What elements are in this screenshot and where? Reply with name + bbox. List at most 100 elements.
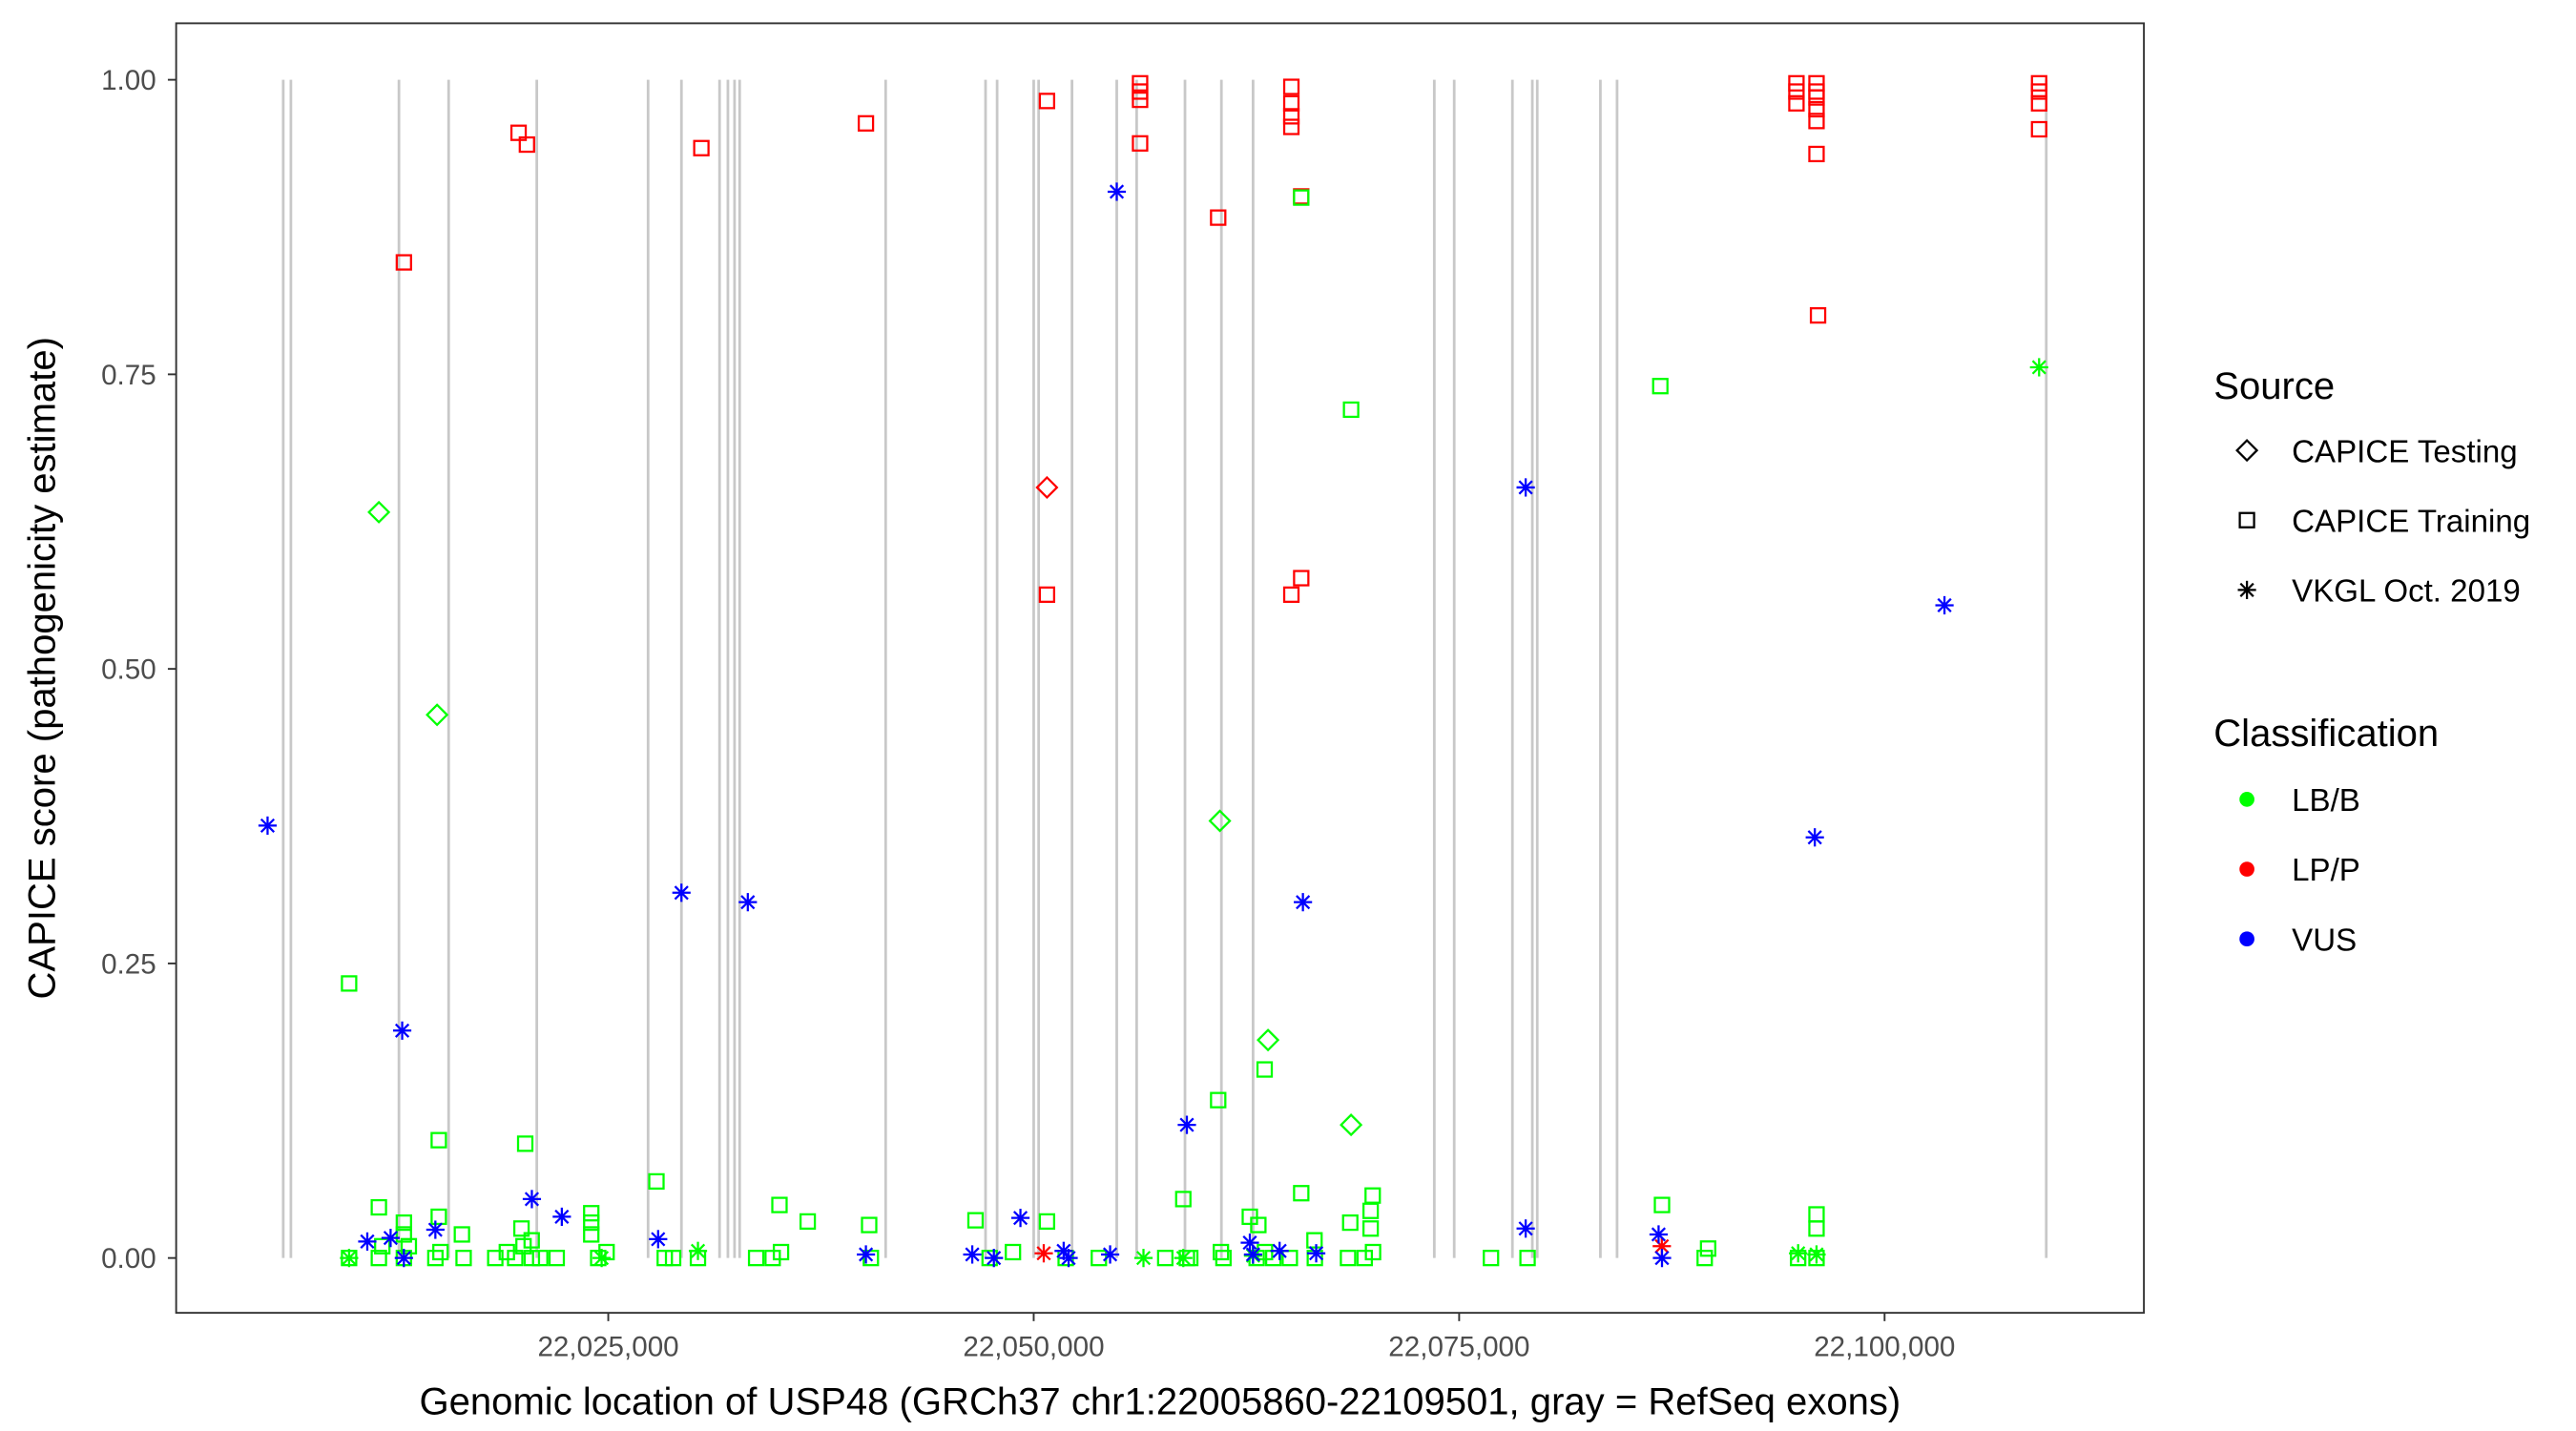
data-point-square bbox=[656, 1250, 674, 1267]
data-point-square bbox=[1699, 1240, 1716, 1257]
data-point-square bbox=[693, 139, 710, 156]
data-point-square bbox=[395, 254, 412, 271]
data-point-square bbox=[664, 1250, 682, 1267]
data-point-square bbox=[1362, 1220, 1380, 1237]
data-point-square bbox=[1653, 1196, 1671, 1213]
data-point-square bbox=[1808, 100, 1825, 118]
data-point-square bbox=[2030, 74, 2047, 92]
data-point-asterisk bbox=[1133, 1249, 1153, 1268]
y-tick-label: 0.75 bbox=[101, 360, 156, 391]
data-point-asterisk bbox=[1306, 1244, 1326, 1263]
data-point-asterisk bbox=[258, 816, 278, 835]
data-point-square bbox=[2030, 83, 2047, 100]
data-point-square bbox=[1342, 401, 1360, 419]
data-point-square bbox=[426, 1250, 444, 1267]
data-point-square bbox=[507, 1250, 524, 1267]
data-point-square bbox=[1256, 1061, 1274, 1078]
data-point-asterisk bbox=[392, 1021, 412, 1040]
data-point-square bbox=[1293, 189, 1310, 206]
legend-source-label: CAPICE Testing bbox=[2292, 434, 2518, 469]
data-point-square bbox=[648, 1172, 665, 1191]
data-point-square bbox=[771, 1196, 788, 1213]
data-point-square bbox=[1293, 1185, 1310, 1202]
data-point-square bbox=[1282, 94, 1300, 112]
data-point-square bbox=[1005, 1243, 1022, 1261]
exon-lines bbox=[281, 79, 2048, 1258]
legend-class-label: VUS bbox=[2292, 923, 2357, 958]
data-point-square bbox=[453, 1226, 470, 1243]
data-point-asterisk bbox=[738, 893, 758, 912]
x-axis: 22,025,000 22,050,000 22,075,000 22,100,000 bbox=[537, 1313, 1955, 1362]
data-point-asterisk bbox=[1807, 1245, 1826, 1264]
data-point-square bbox=[1038, 93, 1056, 110]
data-point-square bbox=[583, 1226, 600, 1243]
data-point-square bbox=[1808, 113, 1825, 130]
data-point-square bbox=[516, 1135, 534, 1152]
y-tick-label: 0.25 bbox=[101, 948, 156, 980]
data-point-asterisk bbox=[1174, 1249, 1193, 1268]
data-point-asterisk bbox=[426, 1220, 445, 1239]
data-point-square bbox=[374, 1237, 391, 1255]
data-point-square bbox=[370, 1250, 387, 1267]
data-point-diamond bbox=[367, 500, 391, 524]
data-point-asterisk bbox=[1059, 1249, 1078, 1268]
data-point-square bbox=[1340, 1250, 1357, 1267]
data-point-asterisk bbox=[552, 1207, 571, 1227]
data-point-square bbox=[1174, 1191, 1192, 1208]
data-point-square bbox=[1282, 108, 1300, 125]
data-point-square bbox=[1808, 89, 1825, 106]
data-point-square bbox=[1788, 74, 1805, 92]
data-point-square bbox=[531, 1250, 549, 1267]
data-point-square bbox=[1788, 94, 1805, 112]
data-point-square bbox=[1156, 1250, 1174, 1267]
y-tick-label: 1.00 bbox=[101, 65, 156, 96]
data-point-square bbox=[1293, 570, 1310, 587]
data-point-asterisk bbox=[1034, 1244, 1053, 1263]
legend-source-title: Source bbox=[2213, 365, 2335, 407]
legend-dot-icon bbox=[2239, 792, 2254, 807]
data-point-asterisk bbox=[1107, 182, 1127, 201]
legend-dot-icon bbox=[2239, 931, 2254, 947]
data-point-square bbox=[583, 1205, 600, 1222]
data-point-square bbox=[1132, 83, 1149, 100]
data-point-asterisk bbox=[1010, 1209, 1030, 1228]
y-tick-label: 0.50 bbox=[101, 654, 156, 686]
x-tick-label: 22,075,000 bbox=[1388, 1331, 1529, 1362]
data-point-square bbox=[1341, 1213, 1359, 1232]
data-point-asterisk bbox=[358, 1232, 377, 1251]
data-point-square bbox=[799, 1213, 817, 1230]
data-point-diamond bbox=[426, 703, 449, 727]
data-point-asterisk bbox=[649, 1230, 668, 1249]
data-point-asterisk bbox=[394, 1249, 413, 1268]
y-axis-title: CAPICE score (pathogenicity estimate) bbox=[21, 337, 63, 999]
data-point-asterisk bbox=[672, 883, 691, 902]
data-point-asterisk bbox=[1935, 595, 1954, 615]
data-point-square bbox=[1038, 586, 1056, 603]
legend-diamond-icon bbox=[2235, 439, 2259, 463]
data-point-square bbox=[1788, 83, 1805, 100]
legend-source-label: CAPICE Training bbox=[2292, 504, 2530, 539]
data-point-square bbox=[1362, 1202, 1380, 1219]
data-point-asterisk bbox=[1177, 1115, 1196, 1134]
data-point-square bbox=[583, 1213, 600, 1232]
x-tick-label: 22,025,000 bbox=[537, 1331, 678, 1362]
data-point-asterisk bbox=[1243, 1245, 1262, 1264]
data-point-square bbox=[515, 1237, 532, 1255]
data-point-asterisk bbox=[1100, 1245, 1120, 1264]
data-point-asterisk bbox=[963, 1245, 982, 1264]
data-point-square bbox=[548, 1250, 566, 1267]
data-point-square bbox=[1519, 1250, 1536, 1267]
data-point-asterisk bbox=[1516, 478, 1535, 497]
legend-asterisk-icon bbox=[2237, 580, 2256, 599]
data-point-square bbox=[598, 1243, 615, 1261]
legend-dot-icon bbox=[2239, 861, 2254, 877]
x-tick-label: 22,050,000 bbox=[963, 1331, 1104, 1362]
data-point-square bbox=[772, 1243, 790, 1261]
data-point-square bbox=[1652, 378, 1669, 395]
data-point-square bbox=[1696, 1250, 1714, 1267]
legend-square-icon bbox=[2238, 511, 2255, 529]
data-point-square bbox=[509, 124, 528, 141]
data-points bbox=[258, 74, 2048, 1268]
data-point-square bbox=[857, 114, 875, 132]
